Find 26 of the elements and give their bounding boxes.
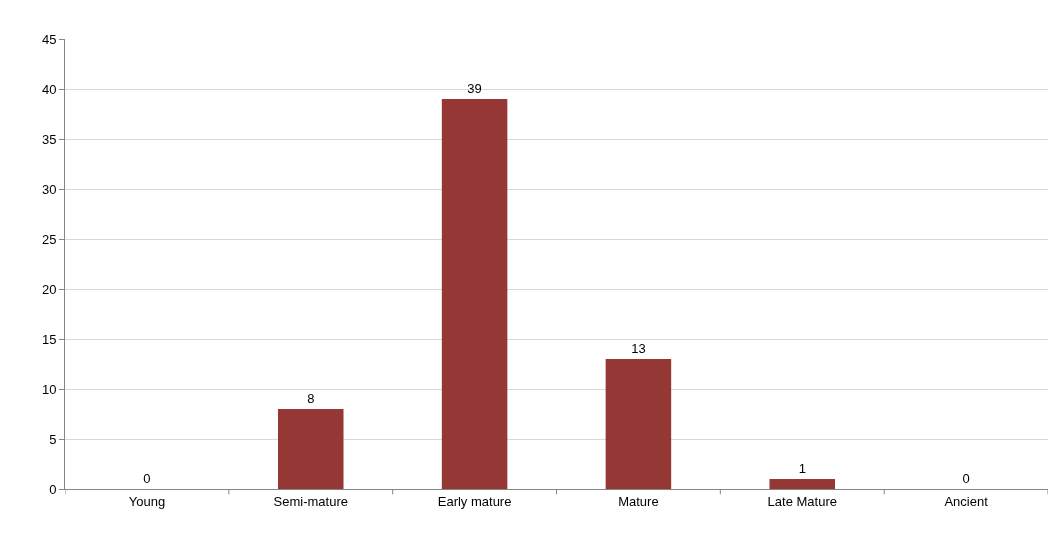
x-tick-label: Late Mature [767, 493, 837, 509]
y-tick-label: 0 [49, 481, 57, 497]
data-label: 13 [631, 341, 646, 356]
y-tick-label: 20 [41, 281, 57, 297]
y-tick-label: 45 [41, 31, 57, 47]
y-tick-label: 25 [41, 231, 57, 247]
y-tick-label: 10 [41, 381, 57, 397]
y-tick-label: 15 [41, 331, 57, 347]
data-label: 8 [307, 391, 315, 406]
data-label: 39 [467, 81, 482, 96]
bar [769, 479, 836, 489]
bar [441, 99, 508, 489]
y-tick-label: 5 [49, 431, 57, 447]
x-tick-label: Semi-mature [273, 493, 348, 509]
bar [277, 409, 344, 489]
data-label: 0 [143, 471, 151, 486]
x-tick-label: Young [128, 493, 166, 509]
x-tick-label: Ancient [944, 493, 989, 509]
x-tick-label: Early mature [437, 493, 512, 509]
y-tick-label: 40 [41, 81, 57, 97]
y-tick-label: 30 [41, 181, 57, 197]
data-label: 0 [962, 471, 970, 486]
x-tick-label: Mature [618, 493, 659, 509]
bar [605, 359, 672, 489]
data-label: 1 [798, 461, 806, 476]
y-tick-label: 35 [41, 131, 57, 147]
